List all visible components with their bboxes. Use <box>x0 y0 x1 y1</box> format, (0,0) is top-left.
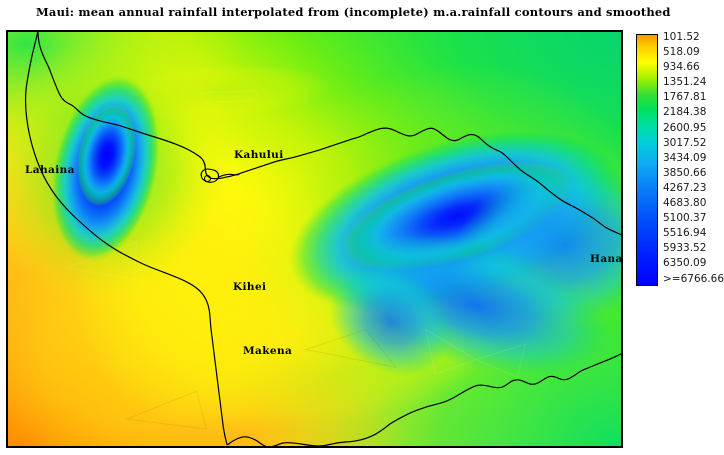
map-frame <box>7 31 622 447</box>
kahului-bay-outline <box>200 168 220 183</box>
coastline-north <box>37 31 622 236</box>
legend-label: 5516.94 <box>663 227 707 240</box>
legend-label: 101.52 <box>663 31 700 43</box>
legend-label: 3017.52 <box>663 136 707 149</box>
legend-label: 5933.52 <box>663 242 707 255</box>
legend-label: 518.09 <box>663 46 700 59</box>
legend-label: 4683.80 <box>663 197 707 210</box>
legend-label: 6350.09 <box>663 257 707 270</box>
place-label-hana: Hana <box>590 253 623 265</box>
place-label-makena: Makena <box>243 345 293 357</box>
legend-label: 4267.23 <box>663 181 707 194</box>
map-panel[interactable]: Lahaina Kahului Kihei Makena Hana <box>6 30 623 448</box>
legend-label-list: 101.52 518.09 934.66 1351.24 1767.81 218… <box>663 30 724 287</box>
legend: 101.52 518.09 934.66 1351.24 1767.81 218… <box>630 30 724 294</box>
legend-colorbar <box>636 34 658 286</box>
coastline-kahului-detail <box>218 172 241 178</box>
place-marker-kahului[interactable] <box>204 175 211 182</box>
map-raster <box>7 31 622 447</box>
place-label-kahului: Kahului <box>234 149 284 161</box>
legend-label: 1351.24 <box>663 76 707 89</box>
place-label-kihei: Kihei <box>233 281 267 293</box>
legend-label: >=6766.66 <box>663 272 724 285</box>
legend-label: 3850.66 <box>663 166 707 179</box>
page-title: Maui: mean annual rainfall interpolated … <box>36 5 671 19</box>
place-label-lahaina: Lahaina <box>25 164 75 176</box>
legend-label: 1767.81 <box>663 91 707 104</box>
legend-label: 934.66 <box>663 61 700 74</box>
coastline-south <box>226 352 622 447</box>
legend-label: 5100.37 <box>663 212 707 225</box>
coastline-west <box>24 31 228 446</box>
legend-label: 2600.95 <box>663 121 707 134</box>
legend-label: 2184.38 <box>663 106 707 119</box>
legend-label: 3434.09 <box>663 151 707 164</box>
